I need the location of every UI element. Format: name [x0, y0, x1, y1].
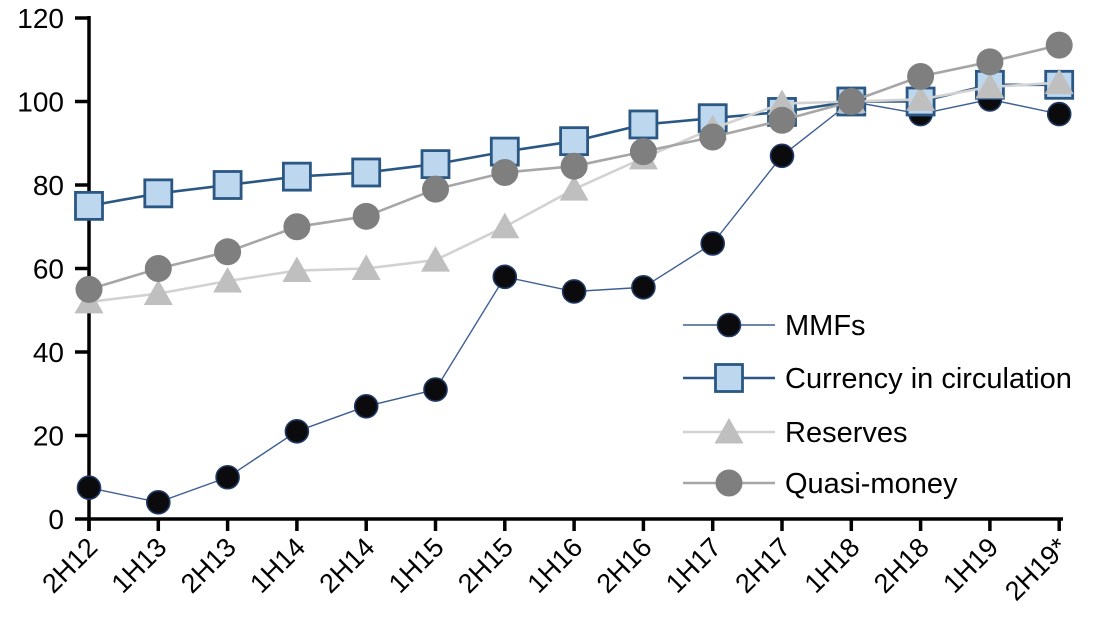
x-tick-label: 1H14 [244, 532, 311, 599]
data-point-reserves [421, 246, 450, 272]
legend-item-reserves: Reserves [683, 417, 908, 449]
data-point-reserves [975, 72, 1005, 99]
y-tick-label: 100 [17, 87, 64, 118]
data-point-reserves [490, 212, 520, 239]
data-point-currency-in-circulation [212, 170, 243, 200]
data-point-mmfs [353, 393, 379, 419]
x-tick-label: 2H12 [36, 532, 103, 599]
data-point-currency-in-circulation [714, 363, 744, 393]
x-tick-label: 2H15 [452, 532, 519, 599]
data-point-mmfs [76, 475, 102, 500]
data-point-quasi-money [699, 123, 727, 151]
x-tick-label: 2H16 [591, 532, 658, 599]
data-point-quasi-money [283, 213, 311, 241]
data-point-quasi-money [144, 255, 172, 282]
data-point-reserves [714, 417, 744, 444]
data-point-quasi-money [214, 238, 242, 266]
data-point-quasi-money [491, 158, 519, 186]
data-point-currency-in-circulation [420, 149, 451, 180]
x-tick-label: 1H13 [106, 532, 173, 599]
legend-item-mmfs: MMFs [683, 310, 866, 342]
data-point-mmfs [146, 489, 171, 515]
x-tick-label: 2H19* [999, 532, 1074, 607]
data-point-quasi-money [560, 152, 588, 180]
data-point-mmfs [631, 274, 656, 300]
data-point-reserves [143, 279, 173, 306]
y-tick-label: 120 [17, 3, 64, 34]
data-point-currency-in-circulation [351, 157, 382, 188]
data-point-reserves [906, 85, 936, 111]
data-point-currency-in-circulation [559, 126, 589, 157]
y-tick-label: 20 [33, 421, 64, 452]
data-point-mmfs [769, 143, 795, 169]
data-point-currency-in-circulation [143, 178, 174, 209]
data-point-mmfs [716, 312, 742, 338]
data-point-quasi-money [1045, 31, 1073, 59]
data-point-quasi-money [715, 469, 743, 497]
y-tick-label: 80 [33, 170, 64, 201]
data-point-reserves [559, 175, 589, 201]
data-point-reserves [767, 89, 797, 116]
data-point-quasi-money [75, 275, 103, 303]
data-point-quasi-money [422, 175, 449, 203]
y-tick-label: 0 [48, 504, 64, 535]
x-tick-label: 1H18 [799, 532, 866, 599]
data-point-mmfs [423, 377, 448, 402]
data-point-mmfs [700, 231, 726, 256]
legend-label: Quasi-money [785, 468, 958, 500]
legend-item-quasi-money: Quasi-money [683, 468, 958, 500]
data-point-mmfs [561, 279, 587, 304]
x-tick-label: 1H16 [521, 532, 588, 599]
x-tick-label: 2H18 [868, 532, 935, 599]
y-tick-label: 40 [33, 337, 64, 368]
data-point-quasi-money [976, 48, 1004, 76]
data-point-mmfs [492, 264, 518, 290]
x-tick-label: 1H17 [660, 532, 727, 599]
x-tick-label: 1H19 [937, 532, 1004, 599]
x-tick-label: 2H14 [314, 532, 381, 599]
x-tick-label: 2H13 [175, 532, 242, 599]
data-point-reserves [282, 256, 312, 283]
data-point-reserves [213, 266, 243, 293]
data-point-reserves [1044, 68, 1074, 95]
data-point-quasi-money [907, 62, 935, 90]
data-point-quasi-money [837, 88, 865, 115]
data-point-quasi-money [352, 202, 380, 230]
x-tick-label: 2H17 [729, 532, 796, 599]
data-point-quasi-money [629, 138, 657, 166]
legend-item-currency-in-circulation: Currency in circulation [683, 363, 1072, 395]
data-point-mmfs [1046, 101, 1072, 127]
data-point-currency-in-circulation [281, 161, 312, 192]
data-point-mmfs [284, 419, 310, 444]
data-point-currency-in-circulation [74, 190, 104, 221]
data-point-mmfs [215, 464, 240, 490]
legend-label: Reserves [785, 417, 908, 449]
data-point-reserves [351, 254, 381, 280]
legend-label: Currency in circulation [785, 363, 1072, 395]
data-point-currency-in-circulation [628, 109, 659, 140]
y-tick-label: 60 [33, 254, 64, 285]
legend-label: MMFs [785, 310, 866, 342]
data-point-quasi-money [768, 106, 796, 134]
x-tick-label: 1H15 [383, 532, 450, 599]
